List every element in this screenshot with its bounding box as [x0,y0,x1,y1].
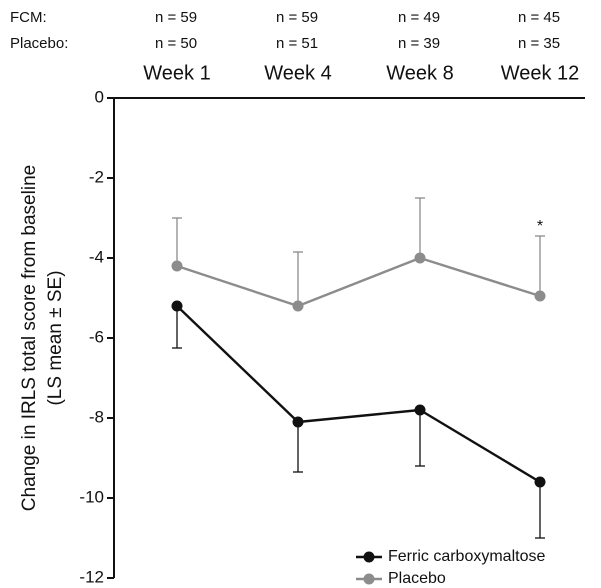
n-row-label: FCM: [10,9,47,26]
data-point-placebo [171,260,183,272]
data-point-placebo [534,290,546,302]
x-category-label-week-8: Week 8 [386,62,453,84]
annotations: * [537,218,543,235]
legend-label-placebo: Placebo [388,570,446,587]
y-axis-label-line-2: (LS mean ± SE) [45,270,66,405]
n-value: n = 39 [398,35,440,52]
data-point-placebo [414,252,426,264]
data-point-ferric-carboxymaltose [414,404,426,416]
y-axis-label: Change in IRLS total score from baseline… [19,165,66,511]
n-value: n = 59 [155,9,197,26]
y-tick-label: -12 [79,567,104,586]
data-point-ferric-carboxymaltose [292,416,304,428]
error-bars [172,197,545,539]
legend-swatch-marker-placebo [363,573,375,585]
n-value: n = 59 [276,9,318,26]
legend: Ferric carboxymaltose Placebo [356,548,545,587]
n-row-label: Placebo: [10,35,68,52]
series-lines [176,256,541,484]
x-category-label-week-12: Week 12 [501,62,580,84]
y-tick-label: -10 [79,487,104,506]
n-value: n = 45 [518,9,560,26]
data-point-ferric-carboxymaltose [534,476,546,488]
header-sample-sizes: FCM: n = 59 n = 59 n = 49 n = 45 Placebo: n = … [10,9,579,84]
data-point-placebo [292,300,304,312]
y-tick-label: 0 [95,87,104,106]
n-value: n = 50 [155,35,197,52]
n-value: n = 35 [518,35,560,52]
n-value: n = 51 [276,35,318,52]
y-tick-label: -2 [89,167,104,186]
y-axis-label-line-1: Change in IRLS total score from baseline [19,165,40,511]
axes: 0 -2 -4 -6 -8 -10 -12 [79,87,585,586]
series-line-placebo [176,256,541,308]
data-point-ferric-carboxymaltose [171,300,183,312]
y-tick-label: -8 [89,407,104,426]
significance-asterisk: * [537,218,543,235]
x-category-label-week-1: Week 1 [143,62,210,84]
legend-swatch-marker-ferric-carboxymaltose [363,551,375,563]
y-tick-label: -4 [89,247,104,266]
x-category-label-week-4: Week 4 [264,62,331,84]
y-tick-label: -6 [89,327,104,346]
n-value: n = 49 [398,9,440,26]
legend-label-ferric-carboxymaltose: Ferric carboxymaltose [388,548,545,565]
series-line-ferric-carboxymaltose [176,305,541,484]
data-points [171,252,546,488]
